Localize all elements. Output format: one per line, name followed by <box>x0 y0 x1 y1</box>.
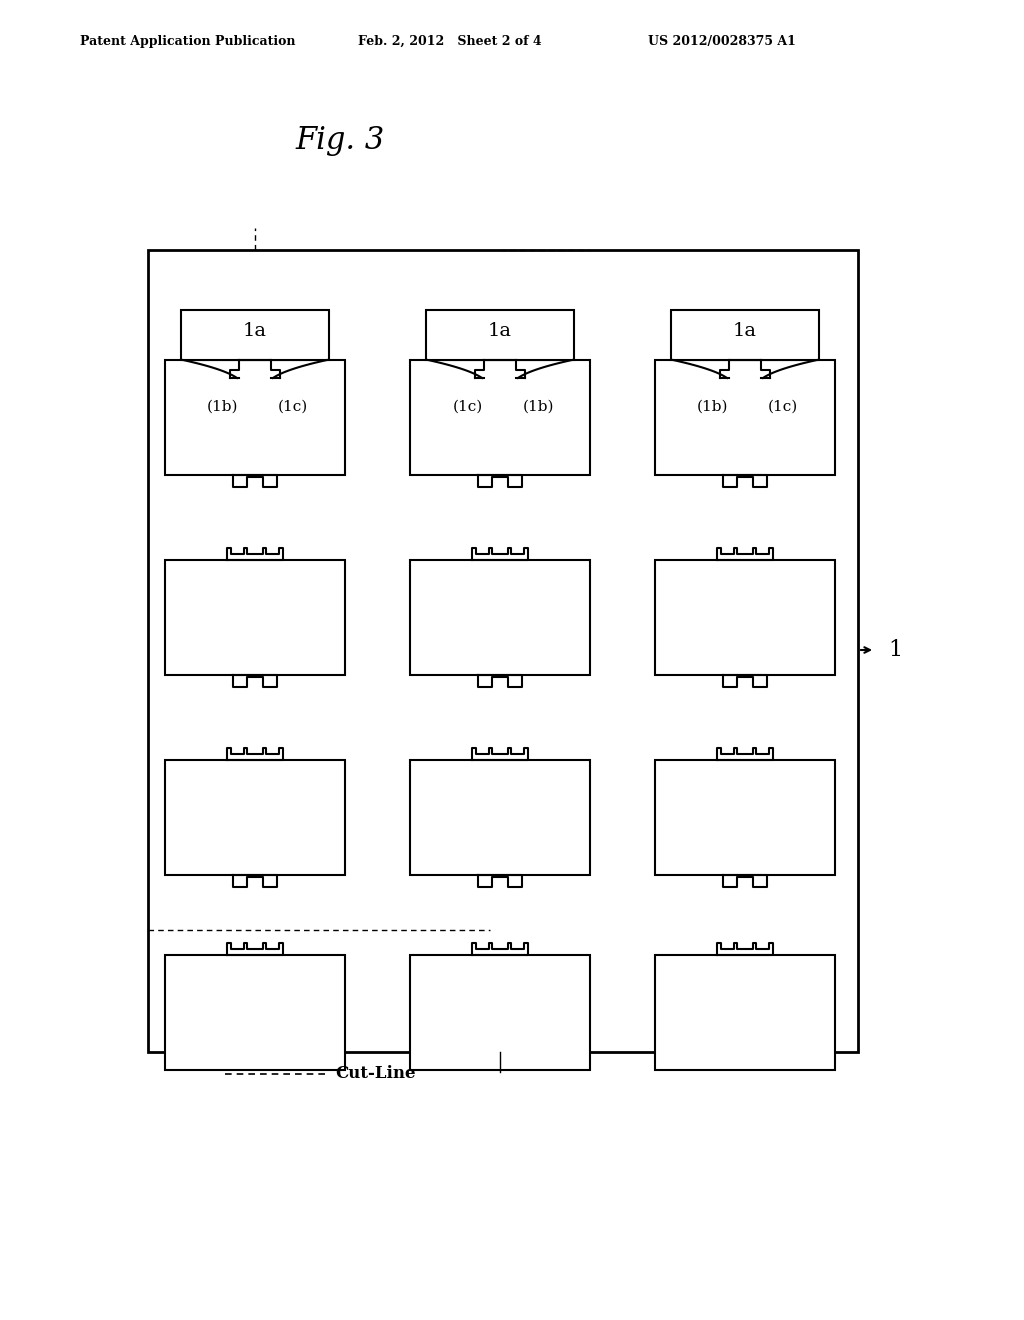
Text: 1a: 1a <box>488 322 512 341</box>
Text: Feb. 2, 2012   Sheet 2 of 4: Feb. 2, 2012 Sheet 2 of 4 <box>358 36 542 48</box>
Bar <box>165 760 345 875</box>
Text: US 2012/0028375 A1: US 2012/0028375 A1 <box>648 36 796 48</box>
Bar <box>671 310 819 360</box>
Text: 1: 1 <box>888 639 902 661</box>
Text: 1a: 1a <box>733 322 757 341</box>
Bar <box>410 360 590 475</box>
Bar <box>181 310 329 360</box>
Text: Cut-Line: Cut-Line <box>335 1065 416 1082</box>
Text: (1b): (1b) <box>207 400 239 414</box>
Text: (1c): (1c) <box>768 400 798 414</box>
Bar <box>655 560 835 675</box>
Text: Patent Application Publication: Patent Application Publication <box>80 36 296 48</box>
Bar <box>148 249 858 1052</box>
Bar <box>410 954 590 1071</box>
Text: (1b): (1b) <box>697 400 729 414</box>
Text: (1c): (1c) <box>278 400 308 414</box>
Bar <box>410 560 590 675</box>
Bar <box>655 954 835 1071</box>
Bar <box>426 310 574 360</box>
Bar <box>655 760 835 875</box>
Text: (1c): (1c) <box>453 400 483 414</box>
Text: 1a: 1a <box>243 322 267 341</box>
Bar <box>165 360 345 475</box>
Bar <box>165 560 345 675</box>
Text: Fig. 3: Fig. 3 <box>295 125 384 156</box>
Bar <box>410 760 590 875</box>
Bar <box>165 954 345 1071</box>
Text: (1b): (1b) <box>522 400 554 414</box>
Bar <box>655 360 835 475</box>
